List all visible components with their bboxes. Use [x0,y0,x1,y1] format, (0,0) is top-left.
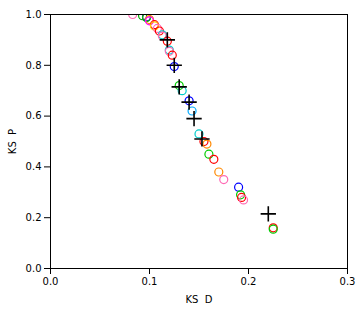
svg-text:0.4: 0.4 [26,161,42,172]
svg-text:0.1: 0.1 [142,276,158,287]
svg-text:0.3: 0.3 [340,276,356,287]
svg-text:1.0: 1.0 [26,9,42,20]
svg-text:0.0: 0.0 [43,276,59,287]
svg-text:0.2: 0.2 [26,212,42,223]
svg-text:0.6: 0.6 [26,110,42,121]
svg-text:0.0: 0.0 [26,263,42,274]
svg-text:KS D: KS D [186,294,213,305]
svg-text:KS P: KS P [7,129,18,154]
svg-text:0.2: 0.2 [241,276,257,287]
svg-text:0.8: 0.8 [26,60,42,71]
